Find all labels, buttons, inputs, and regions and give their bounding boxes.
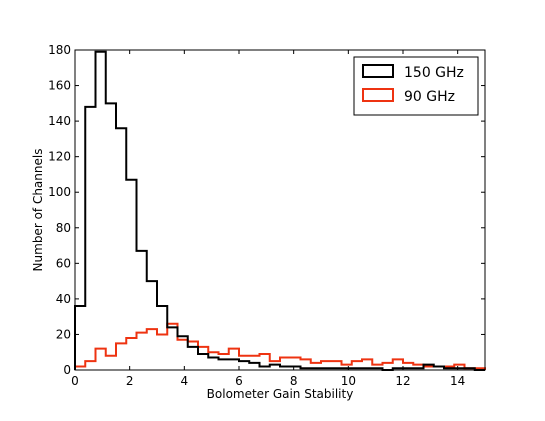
y-tick-label: 100	[48, 185, 71, 199]
x-tick-label: 10	[341, 374, 356, 388]
x-tick-label: 14	[450, 374, 465, 388]
legend-box	[353, 56, 479, 116]
y-tick-label: 180	[48, 43, 71, 57]
x-tick-label: 6	[235, 374, 243, 388]
y-tick-label: 60	[56, 256, 71, 270]
y-tick-label: 120	[48, 150, 71, 164]
x-tick-label: 0	[71, 374, 79, 388]
legend: 150 GHz 90 GHz	[353, 56, 479, 116]
x-axis-label: Bolometer Gain Stability	[207, 387, 354, 401]
y-tick-label: 140	[48, 114, 71, 128]
legend-label: 90 GHz	[404, 89, 455, 105]
series-150-ghz-outline	[74, 50, 485, 371]
x-tick-label: 12	[395, 374, 410, 388]
y-tick-label: 40	[56, 292, 71, 306]
series-90-ghz-outline	[74, 322, 486, 370]
y-tick-label: 160	[48, 79, 71, 93]
y-tick-label: 80	[56, 221, 71, 235]
y-tick-label: 20	[56, 327, 71, 341]
y-tick-label: 0	[63, 363, 71, 377]
series-layer	[74, 50, 486, 371]
plot-frame	[74, 49, 486, 371]
x-tick-label: 8	[290, 374, 298, 388]
x-tick-label: 2	[126, 374, 134, 388]
legend-label: 150 GHz	[404, 65, 464, 81]
x-tick-label: 4	[181, 374, 189, 388]
y-axis-label: Number of Channels	[31, 149, 45, 272]
legend-swatch	[362, 88, 394, 102]
legend-swatch	[362, 64, 394, 78]
